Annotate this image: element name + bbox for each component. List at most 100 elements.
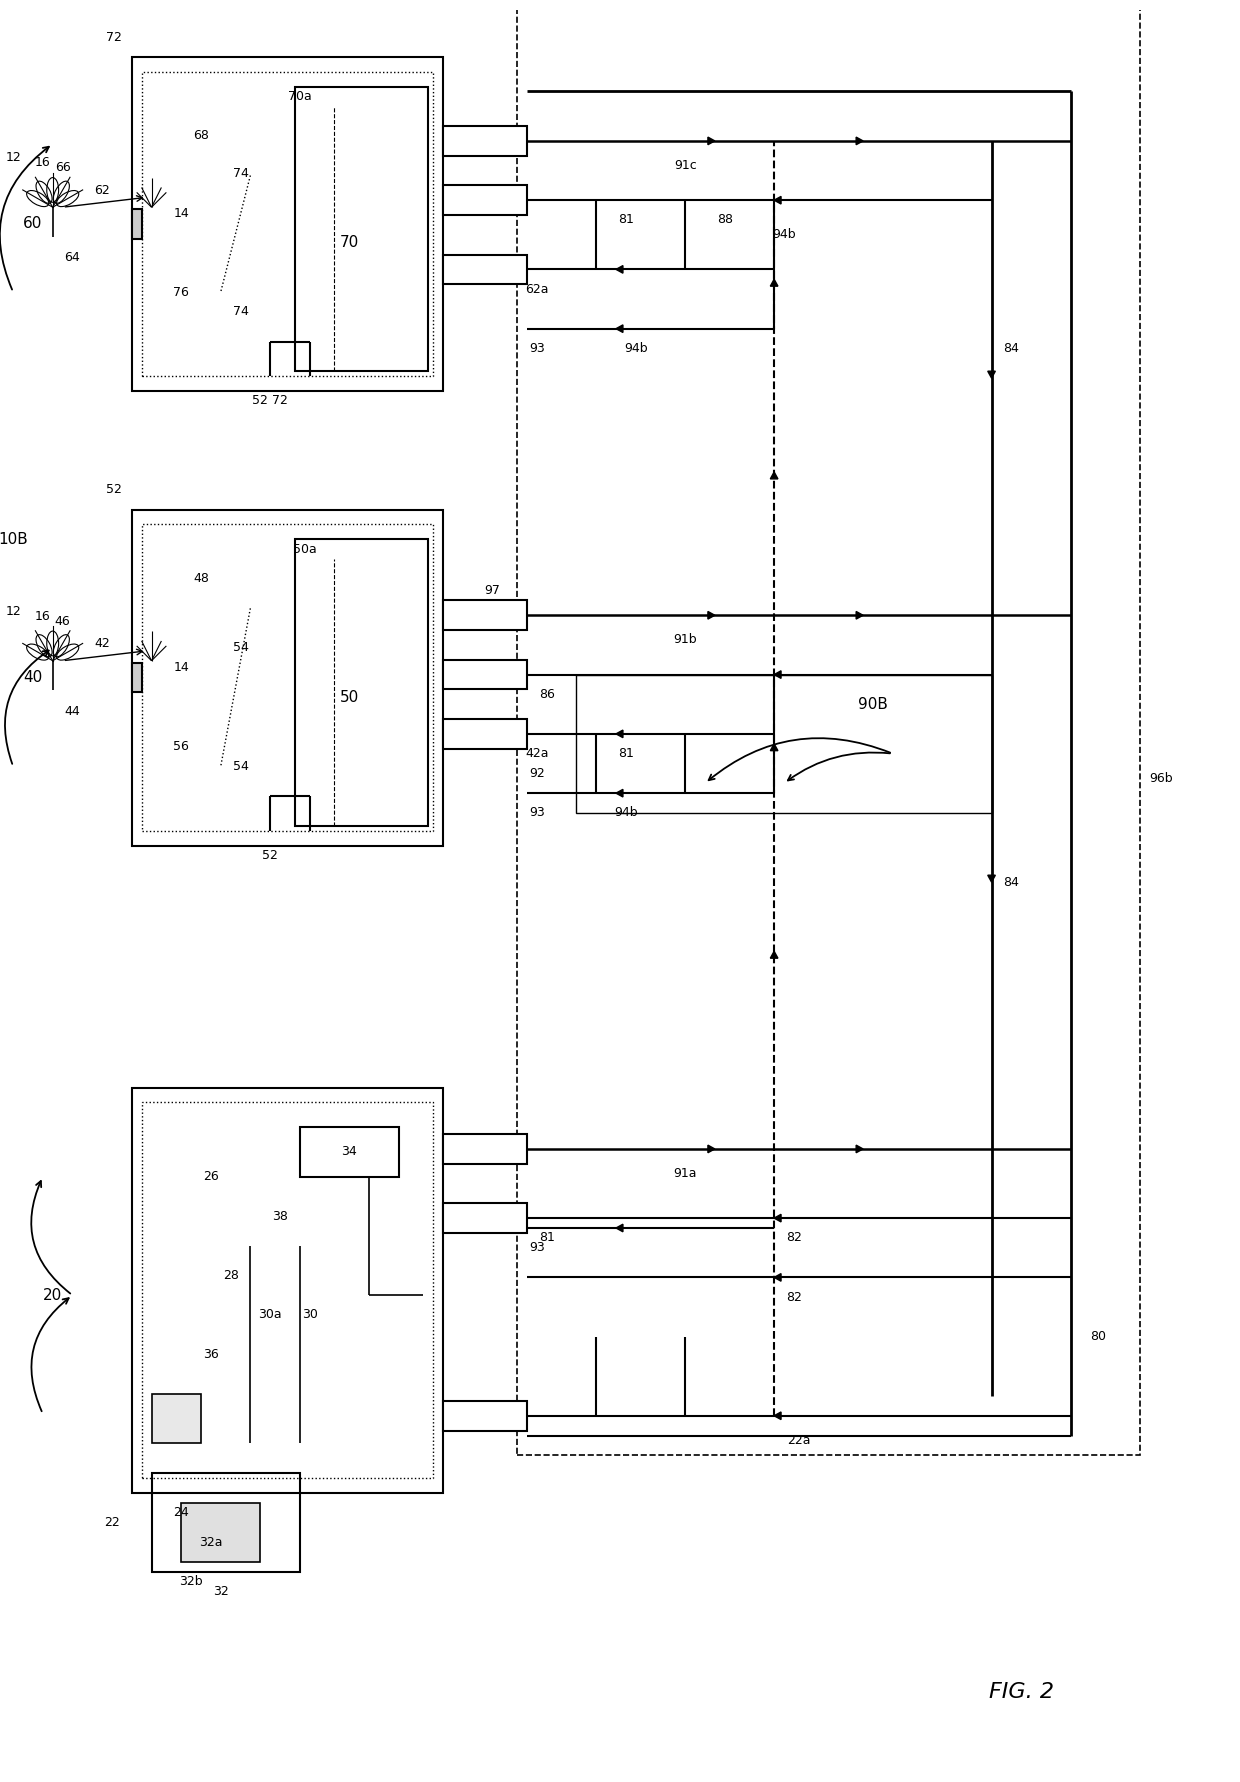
Text: 70: 70 xyxy=(340,235,358,249)
Text: 50: 50 xyxy=(340,690,358,706)
Text: 84: 84 xyxy=(1003,342,1019,355)
Polygon shape xyxy=(774,670,781,679)
Text: 14: 14 xyxy=(174,661,188,674)
Bar xyxy=(517,0,1140,1456)
Text: 93: 93 xyxy=(529,807,544,820)
Text: 28: 28 xyxy=(223,1269,238,1281)
Text: 84: 84 xyxy=(1003,875,1019,889)
Bar xyxy=(295,87,428,371)
Text: 10B: 10B xyxy=(0,531,29,547)
Text: 82: 82 xyxy=(786,1290,802,1304)
Text: 94b: 94b xyxy=(624,342,647,355)
Text: 64: 64 xyxy=(64,251,81,264)
Text: 48: 48 xyxy=(193,572,208,584)
Text: 42a: 42a xyxy=(526,747,548,761)
Text: 86: 86 xyxy=(539,688,554,700)
Text: 24: 24 xyxy=(174,1506,188,1518)
Polygon shape xyxy=(774,1411,781,1420)
Text: 54: 54 xyxy=(233,759,248,773)
Text: 44: 44 xyxy=(64,704,81,718)
Text: 94b: 94b xyxy=(614,807,637,820)
Polygon shape xyxy=(774,1274,781,1281)
Text: FIG. 2: FIG. 2 xyxy=(988,1682,1054,1702)
Polygon shape xyxy=(856,1146,863,1153)
Text: 90B: 90B xyxy=(858,697,888,711)
Polygon shape xyxy=(774,196,781,203)
Bar xyxy=(131,510,443,845)
Text: 97: 97 xyxy=(485,584,501,597)
Bar xyxy=(443,127,527,155)
Text: 88: 88 xyxy=(717,214,733,226)
Text: 52: 52 xyxy=(105,483,122,495)
Polygon shape xyxy=(770,472,777,479)
Text: 50a: 50a xyxy=(293,542,316,556)
Text: 91a: 91a xyxy=(673,1167,697,1180)
Bar xyxy=(151,1474,300,1572)
Text: 22: 22 xyxy=(104,1516,120,1529)
Polygon shape xyxy=(616,1224,622,1231)
Text: 96b: 96b xyxy=(1149,772,1173,784)
Bar xyxy=(443,720,527,748)
Text: 82: 82 xyxy=(786,1231,802,1244)
Text: 52: 52 xyxy=(252,394,268,408)
Bar xyxy=(131,57,443,390)
Polygon shape xyxy=(616,731,622,738)
Polygon shape xyxy=(770,743,777,750)
Text: 74: 74 xyxy=(233,305,248,319)
Text: 70a: 70a xyxy=(288,89,311,103)
Polygon shape xyxy=(770,952,777,959)
Text: 36: 36 xyxy=(203,1347,218,1361)
Bar xyxy=(295,540,428,825)
Bar xyxy=(141,524,433,830)
Text: 30: 30 xyxy=(301,1308,317,1322)
Bar xyxy=(443,601,527,631)
Bar xyxy=(151,1394,201,1443)
Polygon shape xyxy=(708,611,714,618)
Bar xyxy=(131,208,141,239)
Bar xyxy=(443,1133,527,1164)
Text: 74: 74 xyxy=(233,168,248,180)
Text: 12: 12 xyxy=(5,604,21,618)
Text: 56: 56 xyxy=(174,740,190,754)
Text: 40: 40 xyxy=(24,670,42,684)
Text: 68: 68 xyxy=(193,130,208,143)
Polygon shape xyxy=(708,137,714,144)
Bar xyxy=(443,255,527,283)
Text: 22a: 22a xyxy=(787,1435,811,1447)
Text: 32a: 32a xyxy=(200,1536,222,1549)
Text: 42: 42 xyxy=(94,638,110,650)
Bar xyxy=(443,659,527,690)
Text: 16: 16 xyxy=(35,157,51,169)
Text: 62a: 62a xyxy=(526,283,548,296)
Text: 93: 93 xyxy=(529,1242,544,1255)
Polygon shape xyxy=(856,137,863,144)
Bar xyxy=(181,1502,260,1563)
Polygon shape xyxy=(856,611,863,618)
Text: 32: 32 xyxy=(213,1586,228,1598)
Bar xyxy=(131,1087,443,1493)
Text: 91b: 91b xyxy=(673,633,697,647)
Text: 93: 93 xyxy=(529,342,544,355)
Text: 81: 81 xyxy=(539,1231,554,1244)
Bar xyxy=(131,663,141,693)
Text: 34: 34 xyxy=(341,1146,357,1158)
Text: 81: 81 xyxy=(618,747,634,761)
Polygon shape xyxy=(774,1214,781,1222)
Text: 92: 92 xyxy=(529,766,544,781)
Bar xyxy=(443,1401,527,1431)
Polygon shape xyxy=(988,875,996,882)
Text: 26: 26 xyxy=(203,1171,218,1183)
Text: 14: 14 xyxy=(174,207,188,219)
Text: 80: 80 xyxy=(1090,1329,1106,1344)
Bar xyxy=(443,1203,527,1233)
Text: 12: 12 xyxy=(5,151,21,164)
Text: 20: 20 xyxy=(43,1288,62,1303)
Polygon shape xyxy=(616,789,622,797)
Bar xyxy=(141,1103,433,1477)
Polygon shape xyxy=(988,371,996,378)
Bar xyxy=(141,71,433,376)
Polygon shape xyxy=(616,266,622,273)
Text: 81: 81 xyxy=(618,214,634,226)
Text: 52: 52 xyxy=(262,848,278,862)
Bar xyxy=(300,1128,398,1176)
